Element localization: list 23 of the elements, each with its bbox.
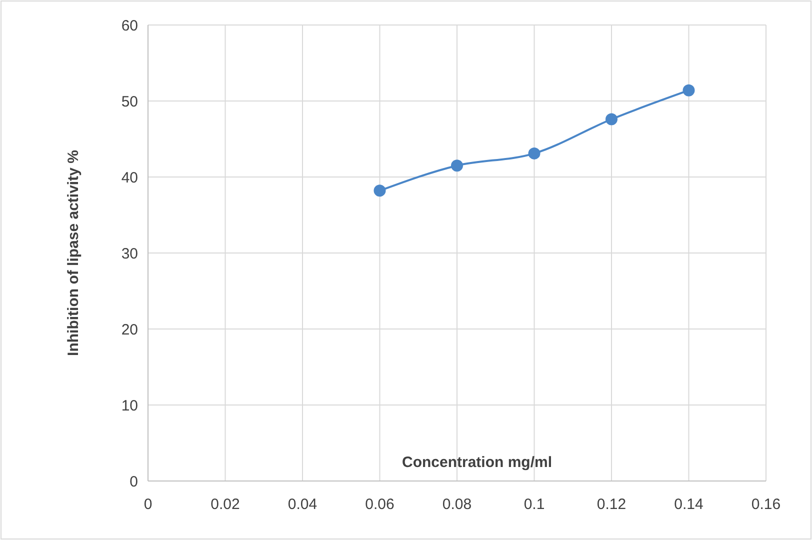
- y-tick-label: 10: [121, 397, 138, 414]
- point: [682, 84, 695, 96]
- y-tick-label: 30: [121, 245, 138, 262]
- y-tick-label: 0: [130, 473, 138, 490]
- x-tick-label: 0: [144, 496, 152, 513]
- x-tick-label: 0.06: [365, 496, 394, 513]
- point: [606, 113, 618, 126]
- x-tick-label: 0.16: [751, 496, 781, 513]
- x-tick-label: 0.14: [674, 496, 704, 513]
- y-tick-label: 60: [121, 17, 138, 34]
- y-tick-label: 20: [121, 321, 138, 338]
- x-tick-label: 0.08: [442, 496, 472, 513]
- x-axis-title: Concentration mg/ml: [402, 454, 552, 471]
- y-axis-title: Inhibition of lipase activity %: [65, 150, 82, 356]
- y-tick-label: 50: [121, 93, 138, 110]
- y-tick-label: 40: [121, 169, 138, 186]
- point: [451, 160, 463, 172]
- x-tick-label: 0.04: [288, 496, 318, 513]
- x-tick-label: 0.02: [210, 496, 240, 513]
- x-tick-label: 0.12: [596, 496, 626, 513]
- point: [374, 184, 386, 197]
- point: [528, 147, 540, 160]
- x-tick-label: 0.1: [524, 496, 545, 513]
